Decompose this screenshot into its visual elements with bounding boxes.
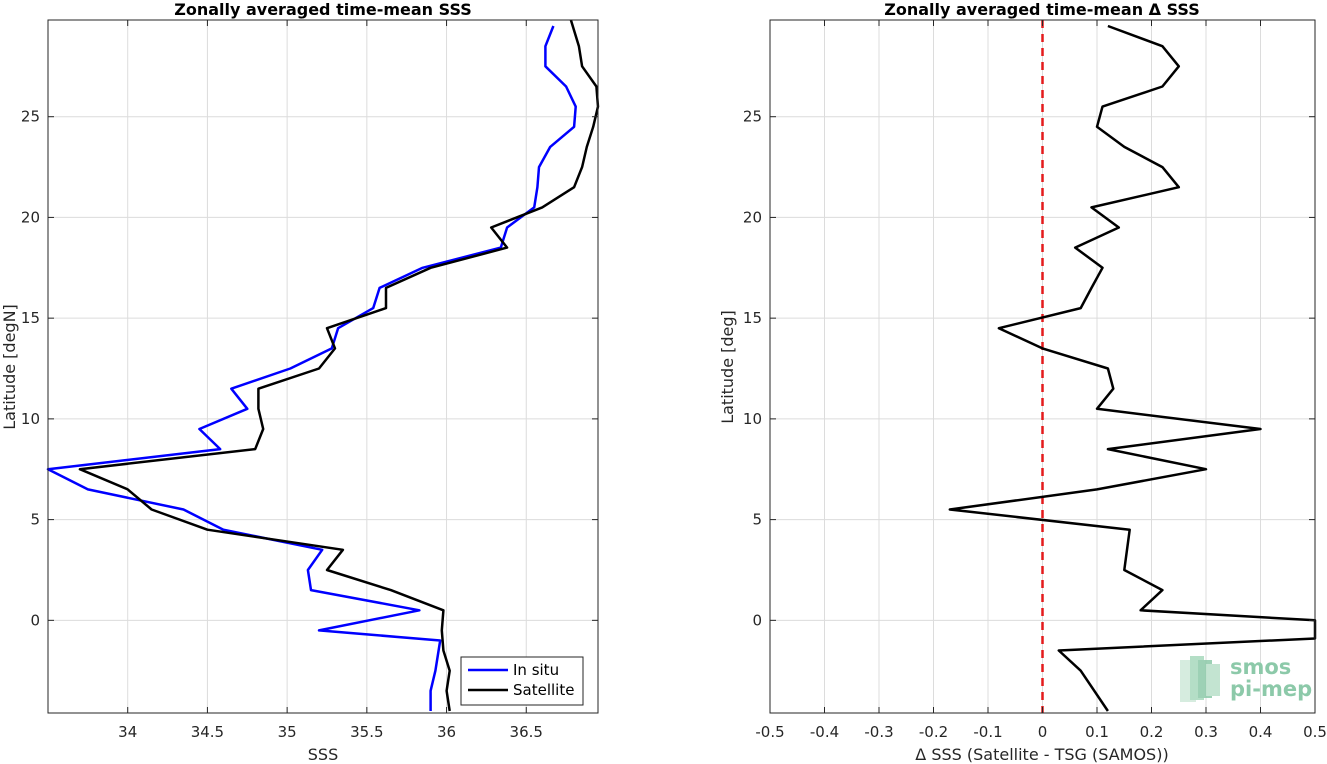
right-x-tick-label: 0.1 [1085, 723, 1109, 741]
legend-label-satellite: Satellite [513, 681, 574, 699]
left-y-tick-label: 15 [21, 309, 40, 327]
left-series-line-in-situ [46, 25, 577, 711]
left-y-axis-label: Latitude [degN] [0, 304, 19, 430]
left-y-tick-label: 25 [21, 108, 40, 126]
right-x-tick-label: -0.4 [810, 723, 839, 741]
logo-text-smos: smos [1230, 655, 1291, 679]
right-x-tick-label: -0.1 [973, 723, 1002, 741]
right-series [948, 24, 1317, 712]
left-y-tick-label: 20 [21, 208, 40, 226]
right-x-tick-label: 0.3 [1194, 723, 1218, 741]
right-y-tick-label: 0 [752, 611, 762, 629]
right-x-tick-label: -0.2 [919, 723, 948, 741]
left-x-tick-label: 34.5 [191, 723, 224, 741]
right-chart-panel: -0.5 -0.4 -0.3 -0.2 -0.1 0 0.1 0.2 0.3 0.4 0.5 0 5 10… [718, 0, 1327, 764]
smos-pi-mep-logo: smos pi-mep [1180, 655, 1312, 702]
left-y-tick-label: 0 [30, 611, 40, 629]
left-grid [48, 20, 598, 713]
left-x-tick-label: 35.5 [350, 723, 383, 741]
right-x-tick-label: 0.2 [1140, 723, 1164, 741]
left-x-tick-label: 36 [437, 723, 456, 741]
left-y-tick-label: 10 [21, 410, 40, 428]
left-y-tick-label: 5 [30, 511, 40, 529]
left-series-line-satellite [78, 19, 600, 712]
right-y-tick-label: 15 [743, 309, 762, 327]
right-x-axis-label: Δ SSS (Satellite - TSG (SAMOS)) [915, 745, 1168, 764]
right-y-axis-label: Latitude [deg] [718, 310, 737, 424]
right-series-line-0 [948, 24, 1317, 712]
legend-box [460, 656, 584, 706]
right-y-tick-label: 5 [752, 511, 762, 529]
right-y-tick-label: 10 [743, 410, 762, 428]
right-x-tick-label: -0.3 [864, 723, 893, 741]
left-x-tick-label: 34 [118, 723, 137, 741]
logo-mark-icon [1180, 656, 1220, 702]
left-plot-frame [47, 19, 599, 714]
right-x-tick-label: 0 [1038, 723, 1048, 741]
left-x-tick-label: 36.5 [510, 723, 543, 741]
left-x-tick-label: 35 [278, 723, 297, 741]
left-x-axis-label: SSS [308, 745, 338, 764]
right-ticks: -0.5 -0.4 -0.3 -0.2 -0.1 0 0.1 0.2 0.3 0.4 0.5 0 5 10… [743, 20, 1327, 741]
right-x-tick-label: -0.5 [755, 723, 784, 741]
left-chart-title: Zonally averaged time-mean SSS [174, 0, 472, 19]
right-x-tick-label: 0.5 [1303, 723, 1327, 741]
legend-label-in-situ: In situ [513, 661, 559, 679]
right-x-tick-label: 0.4 [1249, 723, 1273, 741]
left-series [46, 19, 600, 712]
right-y-tick-label: 25 [743, 108, 762, 126]
left-ticks: 34 34.5 35 35.5 36 36.5 0 5 10 15 20 25 [21, 20, 598, 741]
legend: In situ Satellite [460, 656, 584, 706]
right-chart-title: Zonally averaged time-mean Δ SSS [884, 0, 1200, 19]
left-chart-panel: 34 34.5 35 35.5 36 36.5 0 5 10 15 20 25 Zonally ave… [0, 0, 600, 764]
logo-text-pi-mep: pi-mep [1230, 677, 1312, 701]
right-y-tick-label: 20 [743, 208, 762, 226]
